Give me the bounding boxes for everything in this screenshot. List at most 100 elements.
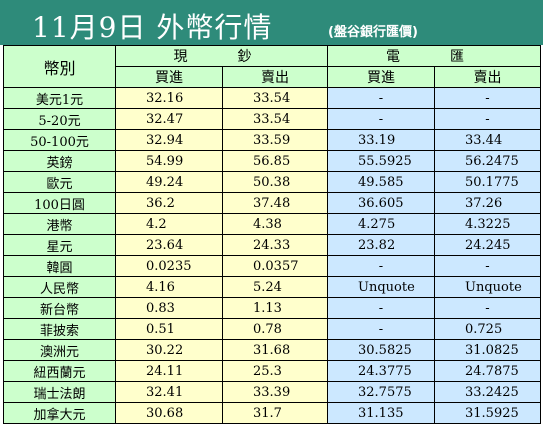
tt-buy-cell: 23.82 <box>327 234 435 256</box>
tt-sell-cell: - <box>434 108 541 130</box>
table-row: 韓圓 0.0235 0.0357- - <box>3 255 541 277</box>
cash-buy-cell: 32.94 <box>115 129 223 151</box>
currency-cell: 韓圓 <box>3 255 116 277</box>
tt-sell-cell: 50.1775 <box>434 171 541 193</box>
cash-buy-cell: 54.99 <box>115 150 223 172</box>
tt-buy-cell: - <box>327 108 435 130</box>
header-row-sub: 買進 賣出 買進 賣出 <box>4 66 541 88</box>
table-row: 英鎊 54.99 56.85 55.5925 56.2475 <box>3 150 541 172</box>
cash-buy-cell: 30.68 <box>115 402 223 424</box>
cash-sell-cell: 56.85 <box>222 150 328 172</box>
telegraphic-transfer-group-header: 電 匯 <box>327 45 541 67</box>
currency-cell: 歐元 <box>3 171 116 193</box>
cash-buy-header: 買進 <box>115 66 223 88</box>
tt-buy-cell: 36.605 <box>327 192 435 214</box>
tt-sell-cell: - <box>434 297 541 319</box>
cash-sell-cell: 50.38 <box>222 171 328 193</box>
tt-sell-cell: 24.245 <box>434 234 541 256</box>
currency-cell: 瑞士法朗 <box>3 381 116 403</box>
table-row: 人民幣 4.16 5.24 Unquote Unquote <box>3 276 541 298</box>
table-row: 美元1元 32.16 33.54- - <box>3 87 541 109</box>
tt-sell-cell: 31.0825 <box>434 339 541 361</box>
tt-sell-cell: 0.725 <box>434 318 541 340</box>
tt-sell-cell: 56.2475 <box>434 150 541 172</box>
tt-buy-cell: 30.5825 <box>327 339 435 361</box>
currency-column-header: 幣別 <box>3 45 116 88</box>
cash-buy-cell: 23.64 <box>115 234 223 256</box>
currency-cell: 新台幣 <box>3 297 116 319</box>
currency-cell: 加拿大元 <box>3 402 116 424</box>
page-subtitle: (盤谷銀行匯價) <box>328 25 418 40</box>
cash-buy-cell: 32.16 <box>115 87 223 109</box>
tt-buy-cell: 55.5925 <box>327 150 435 172</box>
cash-sell-cell: 33.54 <box>222 108 328 130</box>
currency-cell: 英鎊 <box>3 150 116 172</box>
cash-buy-cell: 32.41 <box>115 381 223 403</box>
tt-sell-cell: - <box>434 87 541 109</box>
cash-sell-header: 賣出 <box>222 66 328 88</box>
tt-sell-cell: 37.26 <box>434 192 541 214</box>
cash-sell-cell: 4.38 <box>222 213 328 235</box>
page-title: 11月9日 外幣行情 <box>32 11 273 44</box>
table-row: 港幣 4.2 4.38 4.275 4.3225 <box>3 213 541 235</box>
tt-sell-cell: - <box>434 255 541 277</box>
currency-cell: 澳洲元 <box>3 339 116 361</box>
cash-sell-cell: 25.3 <box>222 360 328 382</box>
currency-cell: 星元 <box>3 234 116 256</box>
cash-buy-cell: 0.0235 <box>115 255 223 277</box>
cash-sell-cell: 24.33 <box>222 234 328 256</box>
exchange-rate-table: 幣別 現 鈔 電 匯 買進 賣出 買進 賣出 美元1元 32.16 33.54- -5… <box>3 45 541 424</box>
cash-sell-cell: 0.78 <box>222 318 328 340</box>
currency-cell: 美元1元 <box>3 87 116 109</box>
tt-sell-cell: 24.7875 <box>434 360 541 382</box>
table-row: 紐西蘭元 24.11 25.3 24.3775 24.7875 <box>3 360 541 382</box>
tt-buy-cell: 4.275 <box>327 213 435 235</box>
currency-cell: 100日圓 <box>3 192 116 214</box>
cash-buy-cell: 4.2 <box>115 213 223 235</box>
cash-sell-cell: 37.48 <box>222 192 328 214</box>
cash-sell-cell: 31.68 <box>222 339 328 361</box>
cash-sell-cell: 31.7 <box>222 402 328 424</box>
currency-cell: 人民幣 <box>3 276 116 298</box>
cash-buy-cell: 4.16 <box>115 276 223 298</box>
tt-sell-cell: 4.3225 <box>434 213 541 235</box>
table-row: 5-20元 32.47 33.54- - <box>3 108 541 130</box>
tt-buy-cell: Unquote <box>327 276 435 298</box>
tt-sell-cell: Unquote <box>434 276 541 298</box>
cash-sell-cell: 33.39 <box>222 381 328 403</box>
tt-buy-cell: - <box>327 87 435 109</box>
tt-sell-header: 賣出 <box>434 66 541 88</box>
tt-buy-cell: 32.7575 <box>327 381 435 403</box>
tt-buy-header: 買進 <box>327 66 435 88</box>
table-row: 100日圓 36.2 37.48 36.605 37.26 <box>3 192 541 214</box>
tt-sell-cell: 31.5925 <box>434 402 541 424</box>
currency-cell: 5-20元 <box>3 108 116 130</box>
tt-buy-cell: - <box>327 297 435 319</box>
table-row: 加拿大元 30.68 31.7 31.135 31.5925 <box>3 402 541 424</box>
currency-cell: 紐西蘭元 <box>3 360 116 382</box>
tt-sell-cell: 33.44 <box>434 129 541 151</box>
tt-buy-cell: 24.3775 <box>327 360 435 382</box>
currency-cell: 港幣 <box>3 213 116 235</box>
currency-cell: 50-100元 <box>3 129 116 151</box>
table-row: 50-100元 32.94 33.59 33.19 33.44 <box>3 129 541 151</box>
table-row: 澳洲元 30.22 31.68 30.5825 31.0825 <box>3 339 541 361</box>
cash-buy-cell: 24.11 <box>115 360 223 382</box>
tt-buy-cell: - <box>327 318 435 340</box>
cash-sell-cell: 1.13 <box>222 297 328 319</box>
cash-sell-cell: 33.54 <box>222 87 328 109</box>
table-row: 瑞士法朗 32.41 33.39 32.7575 33.2425 <box>3 381 541 403</box>
cash-buy-cell: 30.22 <box>115 339 223 361</box>
cash-sell-cell: 33.59 <box>222 129 328 151</box>
cash-buy-cell: 0.83 <box>115 297 223 319</box>
cash-buy-cell: 32.47 <box>115 108 223 130</box>
cash-buy-cell: 36.2 <box>115 192 223 214</box>
cash-sell-cell: 5.24 <box>222 276 328 298</box>
cash-buy-cell: 0.51 <box>115 318 223 340</box>
tt-buy-cell: 33.19 <box>327 129 435 151</box>
header-row-groups: 幣別 現 鈔 電 匯 <box>3 45 541 88</box>
cash-sell-cell: 0.0357 <box>222 255 328 277</box>
table-row: 新台幣 0.83 1.13- - <box>3 297 541 319</box>
currency-cell: 菲披索 <box>3 318 116 340</box>
cash-group-header: 現 鈔 <box>115 45 328 67</box>
